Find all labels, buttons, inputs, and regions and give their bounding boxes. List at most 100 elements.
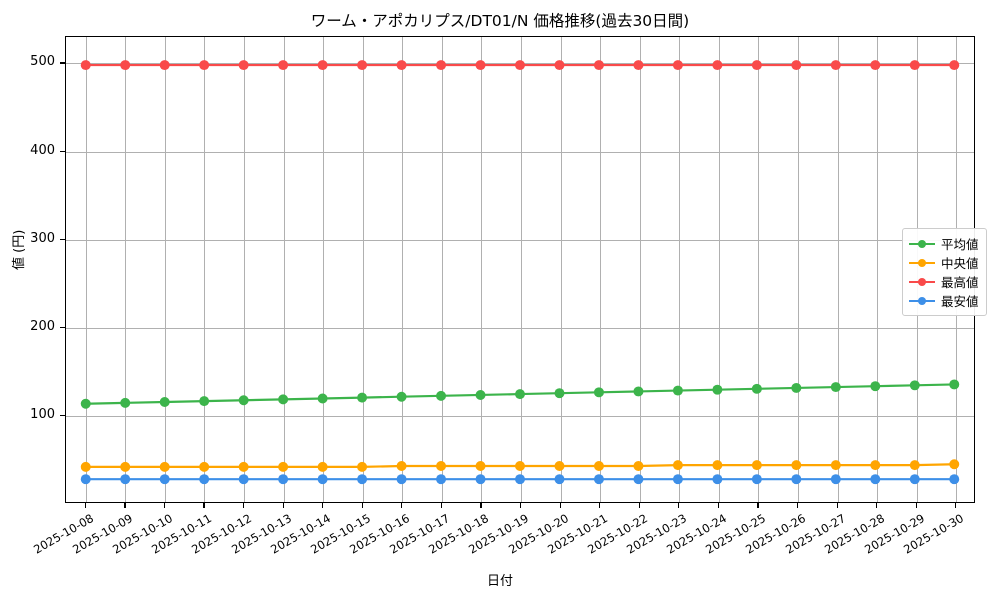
- data-point[interactable]: [751, 60, 762, 71]
- data-point[interactable]: [554, 474, 565, 485]
- data-point[interactable]: [791, 60, 802, 71]
- data-point[interactable]: [870, 60, 881, 71]
- data-point[interactable]: [791, 460, 802, 471]
- data-point[interactable]: [712, 460, 723, 471]
- data-point[interactable]: [278, 474, 289, 485]
- data-point[interactable]: [357, 461, 368, 472]
- data-point[interactable]: [80, 474, 91, 485]
- data-point[interactable]: [317, 474, 328, 485]
- data-point[interactable]: [909, 380, 920, 391]
- data-point[interactable]: [396, 461, 407, 472]
- data-point[interactable]: [317, 60, 328, 71]
- data-point[interactable]: [159, 60, 170, 71]
- data-point[interactable]: [751, 383, 762, 394]
- data-point[interactable]: [159, 474, 170, 485]
- data-point[interactable]: [909, 60, 920, 71]
- data-point[interactable]: [712, 474, 723, 485]
- data-point[interactable]: [159, 397, 170, 407]
- y-tick-label: 300: [30, 230, 55, 246]
- legend-item-最安値[interactable]: 最安値: [909, 291, 979, 310]
- data-point[interactable]: [672, 460, 683, 471]
- data-point[interactable]: [633, 474, 644, 485]
- data-point[interactable]: [199, 474, 210, 485]
- gridline-vertical: [679, 37, 681, 502]
- legend-item-平均値[interactable]: 平均値: [909, 234, 979, 253]
- data-point[interactable]: [949, 459, 960, 470]
- data-point[interactable]: [515, 474, 525, 485]
- legend-item-中央値[interactable]: 中央値: [909, 253, 979, 272]
- data-point[interactable]: [751, 474, 762, 485]
- y-tick-label: 100: [30, 406, 55, 422]
- data-point[interactable]: [436, 474, 447, 485]
- data-point[interactable]: [317, 461, 328, 472]
- data-point[interactable]: [791, 382, 802, 393]
- data-point[interactable]: [554, 60, 565, 71]
- data-point[interactable]: [633, 60, 644, 71]
- data-point[interactable]: [672, 60, 683, 71]
- data-point[interactable]: [120, 397, 131, 408]
- data-point[interactable]: [357, 392, 368, 403]
- data-point[interactable]: [475, 60, 486, 71]
- data-point[interactable]: [672, 474, 683, 485]
- data-point[interactable]: [870, 460, 881, 471]
- data-point[interactable]: [199, 396, 210, 407]
- data-point[interactable]: [830, 474, 841, 485]
- data-point[interactable]: [949, 474, 960, 485]
- data-point[interactable]: [357, 60, 368, 71]
- data-point[interactable]: [199, 461, 210, 472]
- data-point[interactable]: [593, 474, 604, 485]
- data-point[interactable]: [791, 474, 802, 485]
- data-point[interactable]: [238, 60, 249, 71]
- data-point[interactable]: [515, 60, 525, 71]
- data-point[interactable]: [396, 474, 407, 485]
- data-point[interactable]: [515, 389, 525, 400]
- data-point[interactable]: [672, 385, 683, 396]
- data-point[interactable]: [949, 60, 960, 71]
- data-point[interactable]: [159, 461, 170, 472]
- data-point[interactable]: [712, 384, 723, 395]
- data-point[interactable]: [396, 60, 407, 71]
- data-point[interactable]: [830, 382, 841, 393]
- data-point[interactable]: [830, 460, 841, 471]
- data-point[interactable]: [436, 60, 447, 71]
- data-point[interactable]: [830, 60, 841, 71]
- data-point[interactable]: [593, 461, 604, 472]
- data-point[interactable]: [278, 60, 289, 71]
- data-point[interactable]: [80, 398, 91, 409]
- data-point[interactable]: [80, 60, 91, 71]
- data-point[interactable]: [633, 461, 644, 472]
- data-point[interactable]: [593, 60, 604, 71]
- data-point[interactable]: [949, 379, 960, 390]
- data-point[interactable]: [396, 391, 407, 402]
- data-point[interactable]: [317, 393, 328, 404]
- data-point[interactable]: [870, 474, 881, 485]
- data-point[interactable]: [80, 461, 91, 472]
- data-point[interactable]: [712, 60, 723, 71]
- data-point[interactable]: [515, 461, 525, 472]
- data-point[interactable]: [436, 390, 447, 401]
- data-point[interactable]: [751, 460, 762, 471]
- data-point[interactable]: [909, 474, 920, 485]
- data-point[interactable]: [278, 461, 289, 472]
- data-point[interactable]: [554, 461, 565, 472]
- data-point[interactable]: [475, 474, 486, 485]
- data-point[interactable]: [278, 394, 289, 405]
- data-point[interactable]: [120, 461, 131, 472]
- data-point[interactable]: [357, 474, 368, 485]
- data-point[interactable]: [475, 461, 486, 472]
- data-point[interactable]: [238, 395, 249, 406]
- data-point[interactable]: [238, 474, 249, 485]
- gridline-horizontal: [66, 151, 974, 153]
- legend-item-最高値[interactable]: 最高値: [909, 272, 979, 291]
- data-point[interactable]: [199, 60, 210, 71]
- data-point[interactable]: [120, 60, 131, 71]
- data-point[interactable]: [238, 461, 249, 472]
- data-point[interactable]: [475, 389, 486, 400]
- data-point[interactable]: [120, 474, 131, 485]
- data-point[interactable]: [909, 460, 920, 471]
- data-point[interactable]: [870, 381, 881, 392]
- data-point[interactable]: [554, 388, 565, 399]
- data-point[interactable]: [633, 386, 644, 397]
- data-point[interactable]: [593, 387, 604, 398]
- data-point[interactable]: [436, 461, 447, 472]
